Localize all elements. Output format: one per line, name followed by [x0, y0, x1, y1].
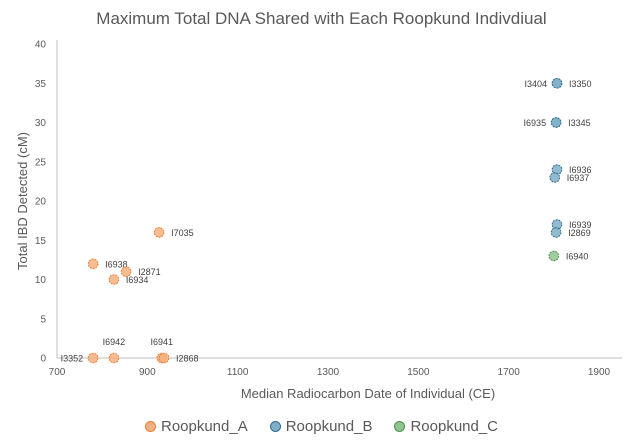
- data-point: [551, 77, 563, 89]
- y-tick-label: 40: [35, 40, 47, 51]
- legend-marker-icon: [144, 421, 156, 432]
- data-label: I6939: [569, 220, 592, 230]
- data-label: I6941: [151, 337, 174, 347]
- data-point: [550, 227, 562, 238]
- y-tick-label: 0: [40, 354, 46, 365]
- x-tick-label: 1900: [588, 367, 611, 378]
- data-point: [550, 117, 562, 128]
- data-point: [548, 250, 560, 262]
- legend-item: Roopkund_C: [394, 418, 498, 435]
- y-tick-label: 15: [35, 236, 47, 247]
- x-tick-label: 1700: [498, 367, 521, 378]
- data-label: I3404: [524, 79, 547, 89]
- data-label: I6942: [103, 337, 126, 347]
- x-tick-label: 1100: [227, 367, 249, 378]
- data-point: [87, 352, 99, 364]
- data-point: [549, 172, 561, 183]
- y-tick-label: 25: [35, 157, 47, 168]
- data-label: I7035: [171, 228, 194, 238]
- data-point: [108, 274, 120, 285]
- legend-label: Roopkund_C: [410, 418, 499, 435]
- y-tick-label: 20: [35, 197, 47, 208]
- data-label: I6937: [567, 173, 590, 183]
- x-tick-label: 1500: [407, 367, 430, 378]
- y-tick-label: 10: [35, 275, 47, 286]
- data-point: [120, 266, 132, 277]
- x-tick-label: 700: [49, 367, 66, 378]
- data-label: I3350: [569, 79, 592, 89]
- data-point: [87, 258, 99, 270]
- data-label: I6940: [566, 251, 589, 261]
- legend-label: Roopkund_A: [160, 418, 248, 435]
- y-tick-label: 30: [35, 118, 47, 129]
- data-label: I6936: [569, 165, 592, 175]
- data-point: [108, 352, 120, 364]
- y-tick-label: 5: [40, 314, 46, 325]
- data-point: [153, 227, 165, 238]
- data-point: [158, 352, 170, 364]
- data-label: I3345: [568, 118, 591, 128]
- chart-title: Maximum Total DNA Shared with Each Roopk…: [96, 9, 547, 28]
- data-label: I6934: [126, 275, 149, 285]
- x-axis-title: Median Radiocarbon Date of Individual (C…: [241, 386, 495, 401]
- data-label: I2868: [176, 354, 199, 364]
- x-tick-label: 900: [139, 367, 156, 378]
- data-label: I2869: [568, 228, 591, 238]
- y-axis-title: Total IBD Detected (cM): [15, 132, 30, 270]
- data-label: I2871: [138, 267, 161, 277]
- data-label: I6935: [524, 118, 547, 128]
- legend-marker-icon: [269, 421, 281, 432]
- x-tick-label: 1300: [317, 367, 340, 378]
- legend-item: Roopkund_A: [144, 418, 248, 435]
- legend-marker-icon: [394, 421, 406, 432]
- y-tick-label: 35: [35, 79, 47, 90]
- data-label: I6938: [105, 259, 128, 269]
- legend-label: Roopkund_B: [285, 418, 373, 435]
- data-label: I3352: [61, 354, 84, 364]
- legend: Roopkund_A Roopkund_B Roopkund_C: [0, 418, 643, 435]
- legend-item: Roopkund_B: [269, 418, 373, 435]
